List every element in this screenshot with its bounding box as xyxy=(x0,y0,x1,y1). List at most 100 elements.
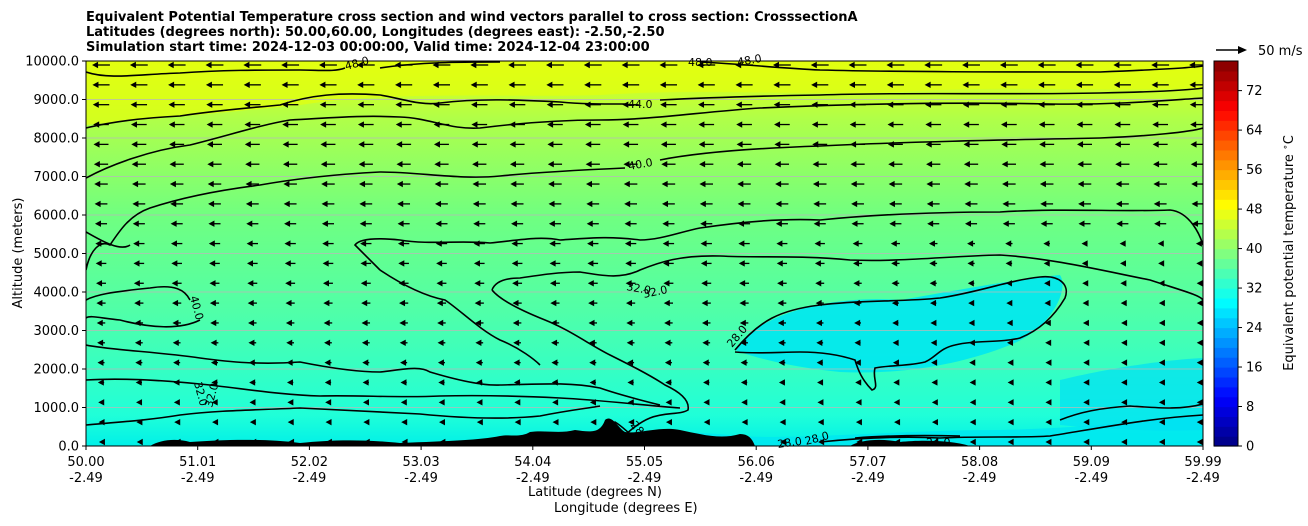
wind-vector-head xyxy=(892,319,899,327)
wind-vector-head xyxy=(1119,240,1126,247)
wind-vector-head xyxy=(928,240,935,247)
wind-vector-head xyxy=(776,240,783,247)
wind-vector-head xyxy=(206,141,213,148)
wind-vector-head xyxy=(888,180,895,188)
wind-vector-head xyxy=(964,200,971,208)
wind-vector-head xyxy=(1158,379,1165,386)
x-tick-label-lon: -2.49 xyxy=(963,471,997,486)
wind-vector-head xyxy=(1043,260,1050,267)
wind-vector-head xyxy=(773,81,780,89)
wind-vector-head xyxy=(474,299,481,307)
wind-vector-head xyxy=(1007,418,1014,426)
wind-vector-head xyxy=(854,319,861,327)
wind-vector-head xyxy=(172,299,179,307)
wind-vector-head xyxy=(284,240,291,247)
wind-vector-head xyxy=(93,161,100,168)
wind-vector-head xyxy=(1113,61,1120,69)
wind-vector-head xyxy=(622,81,629,89)
wind-vector-head xyxy=(363,418,370,426)
wind-vector-head xyxy=(665,379,672,386)
colorbar-swatch xyxy=(1214,297,1238,309)
wind-vector-head xyxy=(1045,418,1052,426)
x-tick-label-lon: -2.49 xyxy=(851,471,885,486)
wind-vector-head xyxy=(439,438,446,446)
contour-32-line xyxy=(86,405,601,426)
wind-vector-head xyxy=(245,200,252,208)
wind-vector-head xyxy=(212,438,219,446)
wind-vector-head xyxy=(850,161,857,168)
wind-vector-head xyxy=(548,220,555,227)
colorbar: 0 8 16 24 32 40 48 56 64 72 xyxy=(1213,60,1263,455)
wind-vector-head xyxy=(774,161,781,168)
wind-vector-head xyxy=(1075,61,1082,69)
wind-vector-head xyxy=(699,180,706,188)
wind-vector-head xyxy=(92,61,99,69)
wind-vector-head xyxy=(585,161,592,168)
wind-vector-head xyxy=(1083,359,1090,366)
wind-vector-head xyxy=(1121,379,1128,386)
wind-vector-head xyxy=(476,418,483,426)
wind-vector-head xyxy=(96,280,103,287)
wind-vector-head xyxy=(1190,161,1197,168)
wind-vector-head xyxy=(855,379,862,386)
x-tick-label-lon: -2.49 xyxy=(516,471,550,486)
wind-vector-head xyxy=(397,240,404,247)
wind-vector-head xyxy=(1078,220,1085,227)
x-tick-label-lat: 53.03 xyxy=(402,455,439,470)
wind-vector-head xyxy=(283,200,290,208)
wind-vector-head xyxy=(849,121,856,128)
wind-vector-head xyxy=(659,81,666,89)
wind-vector-head xyxy=(1121,319,1128,327)
wind-vector-head xyxy=(323,319,330,327)
wind-vector-head xyxy=(627,359,634,366)
colorbar-swatch xyxy=(1214,426,1238,437)
wind-vector-head xyxy=(1190,121,1197,128)
wind-vector-head xyxy=(95,260,102,267)
wind-vector-head xyxy=(661,180,668,188)
wind-vector-head xyxy=(401,418,408,426)
wind-vector-head xyxy=(437,319,444,327)
colorbar-swatch xyxy=(1214,268,1238,279)
colorbar-tick-label: 0 xyxy=(1246,440,1254,455)
wind-vector-head xyxy=(508,61,515,69)
wind-vector-head xyxy=(433,141,440,148)
wind-vector-head xyxy=(697,81,704,89)
wind-vector-head xyxy=(1045,339,1052,346)
wind-vector-head xyxy=(1120,280,1127,287)
wind-vector-head xyxy=(132,200,139,208)
wind-vector-head xyxy=(662,200,669,208)
wind-vector-head xyxy=(817,379,824,386)
wind-vector-head xyxy=(1158,260,1165,267)
contour-48-line xyxy=(86,61,1203,77)
colorbar-swatch xyxy=(1214,416,1238,427)
colorbar-swatch xyxy=(1214,149,1238,161)
wind-vector-head xyxy=(476,399,483,406)
wind-vector-head xyxy=(513,339,520,346)
colorbar-frame xyxy=(1213,60,1239,447)
wind-vector-head xyxy=(1045,379,1052,386)
y-tick-label: 0.0 xyxy=(58,440,79,455)
wind-vector-head xyxy=(357,81,364,89)
title-line-3: Simulation start time: 2024-12-03 00:00:… xyxy=(86,40,650,55)
wind-vector-head xyxy=(624,200,631,208)
wind-vector-head xyxy=(247,299,254,307)
wind-vector-head xyxy=(547,121,554,128)
wind-vector-head xyxy=(1002,200,1009,208)
wind-vector-head xyxy=(210,339,217,346)
wind-vector-head xyxy=(774,141,781,148)
wind-vector-head xyxy=(435,200,442,208)
wind-vector-head xyxy=(475,339,482,346)
wind-vector-head xyxy=(699,200,706,208)
wind-vector-head xyxy=(740,339,747,346)
wind-vector-head xyxy=(588,319,595,327)
wind-vector-head xyxy=(1196,339,1203,346)
contour-label: 44.0 xyxy=(628,98,653,111)
wind-vector-head xyxy=(97,359,104,366)
wind-vector-head xyxy=(1083,418,1090,426)
wind-vector-head xyxy=(737,200,744,208)
wind-vector-head xyxy=(702,339,709,346)
wind-vector-head xyxy=(893,379,900,386)
wind-vector-head xyxy=(779,418,786,426)
wind-vector-head xyxy=(325,438,332,446)
wind-vector-head xyxy=(969,438,976,446)
